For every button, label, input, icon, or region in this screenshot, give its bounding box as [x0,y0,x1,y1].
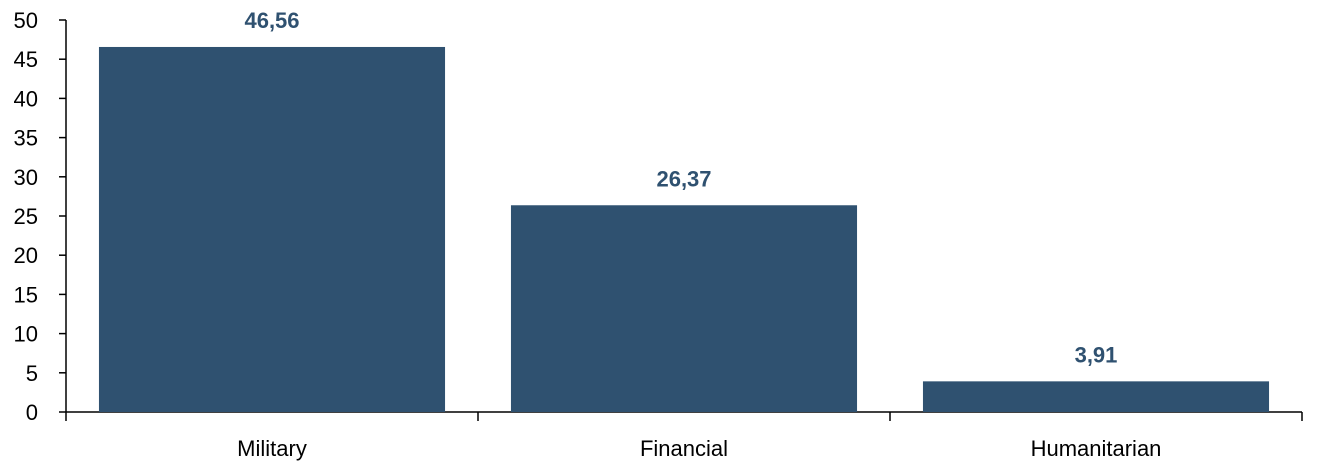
y-tick-label: 30 [14,165,38,190]
x-category-label-military: Military [237,436,307,461]
y-tick-label: 35 [14,126,38,151]
y-tick-label: 45 [14,47,38,72]
y-tick-label: 50 [14,8,38,33]
x-category-label-humanitarian: Humanitarian [1031,436,1162,461]
y-tick-label: 25 [14,204,38,229]
y-tick-label: 15 [14,282,38,307]
data-label-financial: 26,37 [656,166,711,191]
bar-financial [510,205,858,412]
y-tick-label: 10 [14,322,38,347]
bars [98,46,1270,412]
y-tick-label: 0 [26,400,38,425]
y-tick-label: 5 [26,361,38,386]
y-tick-label: 20 [14,243,38,268]
bar-humanitarian [922,381,1270,412]
x-axis: Military Financial Humanitarian [65,411,1303,461]
data-label-humanitarian: 3,91 [1075,342,1118,367]
bar-military [98,46,446,412]
y-axis: 0 5 10 15 20 25 30 35 40 45 50 [14,8,67,425]
data-labels: 46,56 26,37 3,91 [244,8,1117,367]
y-tick-label: 40 [14,86,38,111]
data-label-military: 46,56 [244,8,299,33]
x-category-label-financial: Financial [640,436,728,461]
